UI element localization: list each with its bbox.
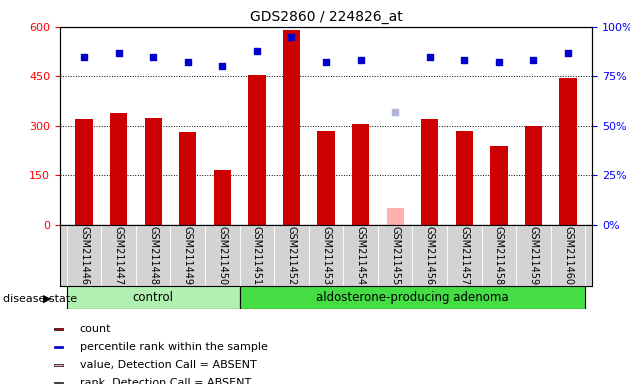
Text: GSM211455: GSM211455 [390,227,400,286]
Point [355,58,365,64]
Point [459,58,469,64]
Bar [559,78,576,225]
Point [494,60,504,66]
Point [425,53,435,60]
Bar [54,382,63,383]
Bar [54,364,63,366]
Bar [490,146,508,225]
Text: GSM211456: GSM211456 [425,227,435,286]
Bar [54,346,63,348]
Bar [110,113,127,225]
Bar [283,30,300,225]
Bar [239,286,585,309]
Point [390,109,400,115]
Point [113,50,123,56]
Text: GSM211459: GSM211459 [529,227,539,286]
Text: GSM211446: GSM211446 [79,227,89,285]
Bar [54,328,63,329]
Text: control: control [133,291,174,304]
Bar [179,132,197,225]
Text: GSM211451: GSM211451 [252,227,262,286]
Bar [67,286,239,309]
Bar [455,131,473,225]
Bar [76,119,93,225]
Bar [248,74,265,225]
Text: GSM211448: GSM211448 [148,227,158,285]
Text: ▶: ▶ [43,294,52,304]
Bar [214,170,231,225]
Title: GDS2860 / 224826_at: GDS2860 / 224826_at [249,10,403,25]
Text: value, Detection Call = ABSENT: value, Detection Call = ABSENT [79,360,256,370]
Text: GSM211453: GSM211453 [321,227,331,286]
Text: disease state: disease state [3,294,77,304]
Point [183,60,193,66]
Text: GSM211452: GSM211452 [287,227,297,286]
Bar [421,119,438,225]
Point [252,48,262,54]
Bar [387,208,404,225]
Point [148,53,158,60]
Bar [318,131,335,225]
Text: rank, Detection Call = ABSENT: rank, Detection Call = ABSENT [79,377,251,384]
Text: GSM211450: GSM211450 [217,227,227,286]
Text: GSM211458: GSM211458 [494,227,504,286]
Point [79,53,89,60]
Text: aldosterone-producing adenoma: aldosterone-producing adenoma [316,291,509,304]
Text: GSM211454: GSM211454 [355,227,365,286]
Text: count: count [79,324,111,334]
Bar [352,124,369,225]
Point [287,34,297,40]
Point [563,50,573,56]
Text: GSM211447: GSM211447 [113,227,123,286]
Point [321,60,331,66]
Text: percentile rank within the sample: percentile rank within the sample [79,342,268,352]
Text: GSM211449: GSM211449 [183,227,193,285]
Point [217,63,227,70]
Text: GSM211457: GSM211457 [459,227,469,286]
Bar [144,118,162,225]
Point [529,58,539,64]
Bar [525,126,542,225]
Text: GSM211460: GSM211460 [563,227,573,285]
